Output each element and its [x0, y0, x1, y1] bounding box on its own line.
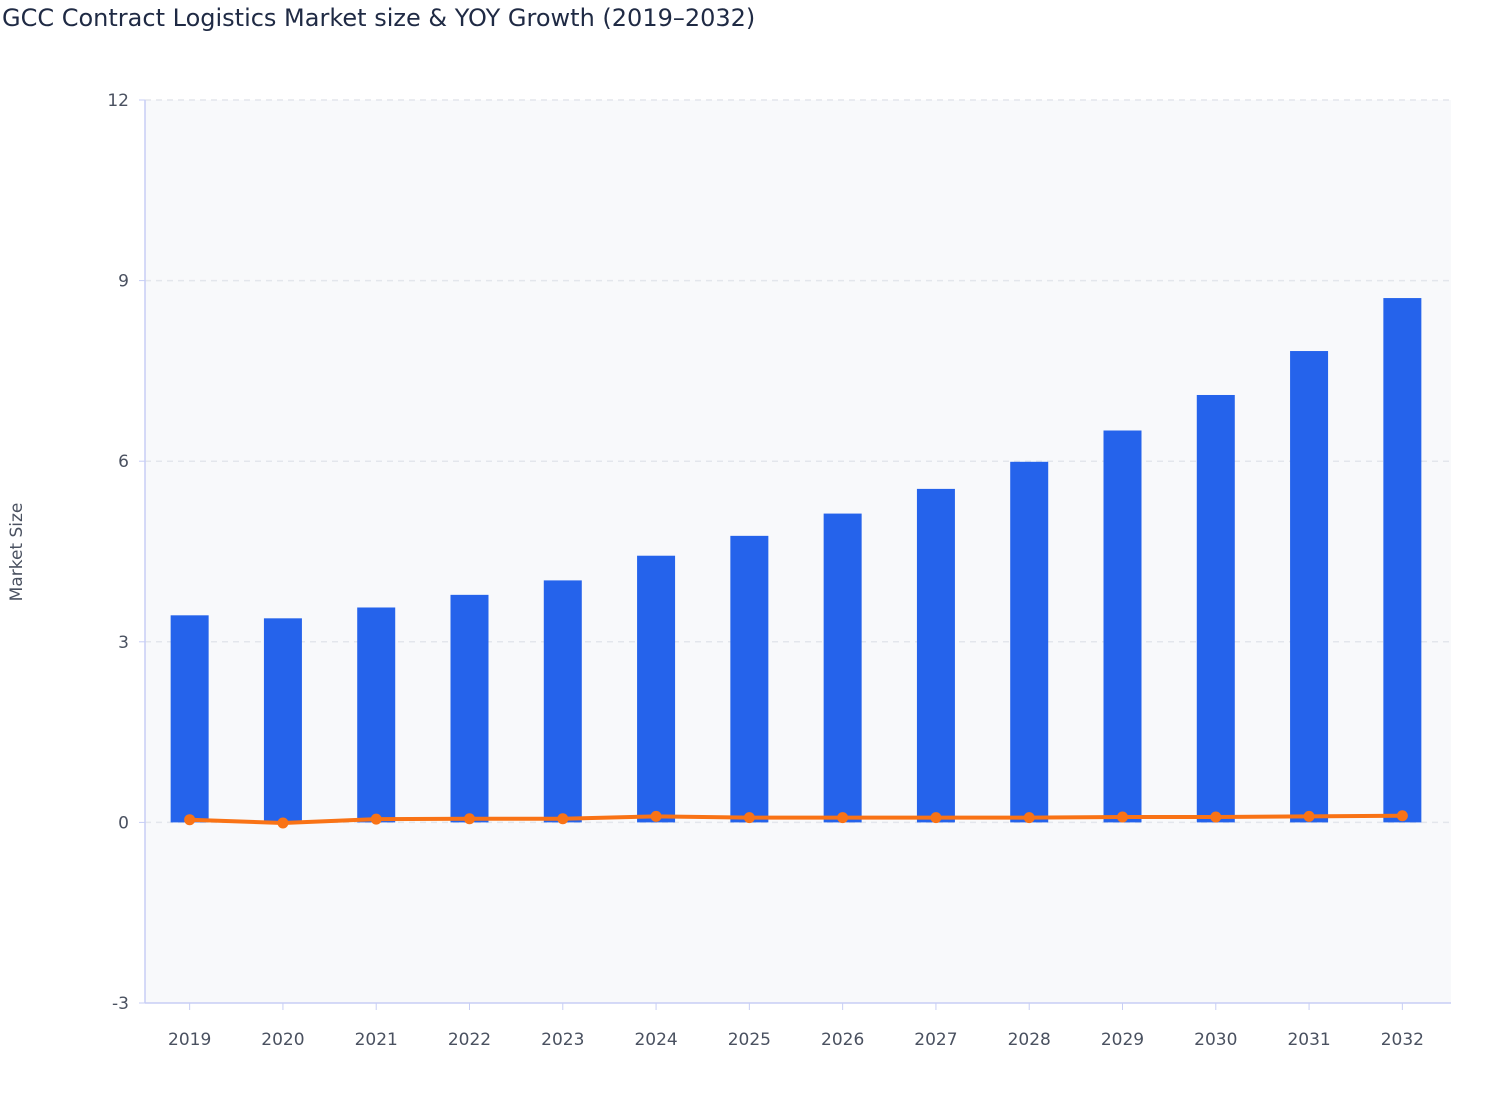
bar [170, 615, 209, 823]
growth-point [1396, 810, 1408, 822]
growth-point [837, 812, 849, 824]
x-tick-label: 2026 [821, 1030, 864, 1050]
bar [543, 580, 582, 823]
growth-line [189, 813, 1403, 826]
growth-point [930, 812, 942, 824]
y-tick-label: 0 [118, 813, 129, 833]
x-tick-label: 2025 [728, 1030, 771, 1050]
y-tick-label: 3 [118, 633, 129, 653]
x-tick-label: 2021 [355, 1030, 398, 1050]
bar [1103, 430, 1142, 823]
bar [823, 513, 862, 823]
bar [1383, 298, 1422, 823]
x-tick-label: 2028 [1008, 1030, 1051, 1050]
bar [1290, 351, 1329, 823]
bar [1196, 394, 1235, 823]
growth-point [184, 814, 196, 826]
x-tick-label: 2030 [1194, 1030, 1237, 1050]
y-tick-label: 12 [107, 91, 129, 111]
bar [450, 594, 489, 823]
growth-point [1117, 811, 1128, 823]
x-tick-label: 2032 [1381, 1030, 1424, 1050]
x-tick-label: 2029 [1101, 1030, 1144, 1050]
bar [637, 555, 676, 823]
bar [916, 488, 955, 823]
growth-point [1210, 811, 1222, 823]
x-tick-label: 2022 [448, 1030, 491, 1050]
x-tick-label: 2024 [634, 1030, 677, 1050]
x-tick-label: 2023 [541, 1030, 584, 1050]
x-tick-label: 2020 [261, 1030, 304, 1050]
bar [730, 535, 769, 823]
chart-title: GCC Contract Logistics Market size & YOY… [2, 4, 756, 32]
y-tick-label: 9 [118, 272, 129, 292]
plot-background [145, 100, 1451, 1003]
growth-point [1303, 810, 1315, 822]
growth-point [1023, 812, 1035, 824]
y-tick-label: -3 [112, 994, 129, 1014]
y-tick-label: 6 [118, 452, 129, 472]
bar [1010, 461, 1049, 823]
growth-point [650, 810, 662, 822]
growth-point [557, 813, 569, 825]
growth-point [370, 813, 382, 825]
growth-point [743, 812, 755, 824]
growth-point [464, 813, 475, 825]
growth-point [277, 817, 289, 829]
x-tick-label: 2019 [168, 1030, 211, 1050]
x-tick-label: 2031 [1287, 1030, 1330, 1050]
x-tick-label: 2027 [914, 1030, 957, 1050]
bar [357, 607, 396, 823]
bar [263, 618, 302, 823]
y-axis-label: Market Size [7, 503, 27, 602]
